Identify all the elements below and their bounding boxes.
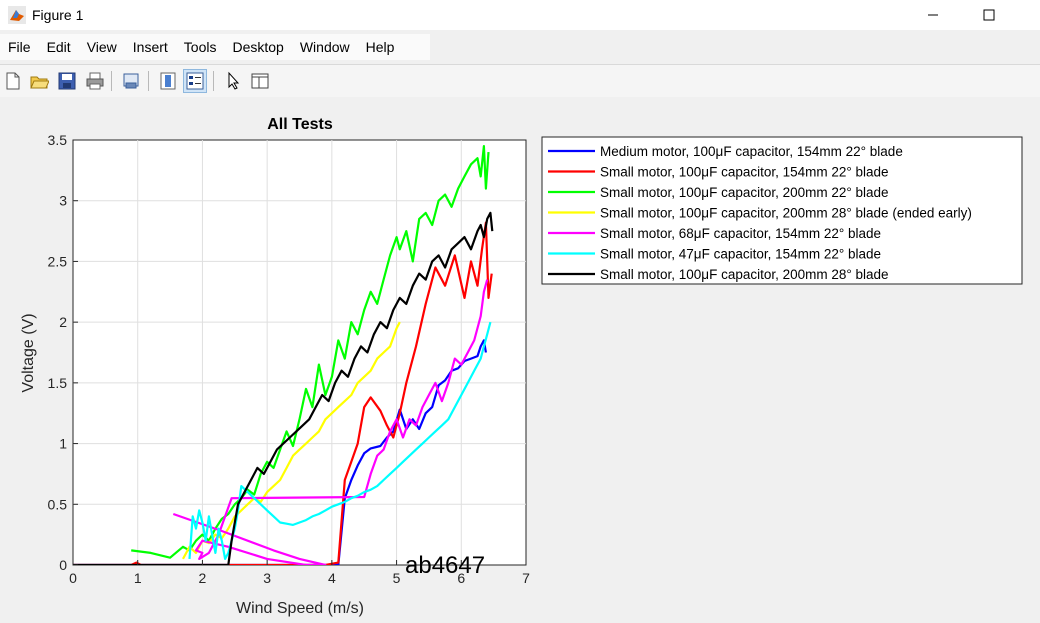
y-tick-label: 2 [59,314,67,330]
series-line-3[interactable] [182,321,401,560]
menu-view[interactable]: View [86,39,117,55]
y-tick-label: 0.5 [48,496,68,512]
property-inspector-icon [251,73,269,89]
link-plot-icon [123,73,139,89]
legend-entry: Small motor, 68μF capacitor, 154mm 22° b… [600,226,881,241]
chart-title: All Tests [267,116,333,133]
link-plot-button[interactable] [119,69,143,93]
legend-entry: Small motor, 100μF capacitor, 200mm 22° … [600,185,889,200]
colorbar-icon [160,72,176,90]
chart: 0 1 2 3 4 5 6 7 0 0.5 1 1.5 2 2.5 3 3.5 All Tests Wind … [20,116,1023,617]
watermark-annotation: ab4647 [405,552,485,579]
legend-box [541,136,1023,285]
menu-bar: File Edit View Insert Tools Desktop Wind… [0,34,430,60]
legend-entry: Small motor, 100μF capacitor, 200mm 28° … [600,206,972,221]
legend[interactable]: Medium motor, 100μF capacitor, 154mm 22°… [541,136,1023,285]
legend-entry: Medium motor, 100μF capacitor, 154mm 22°… [600,144,903,159]
figure-toolbar [0,64,1040,98]
y-tick-label: 0 [59,557,67,573]
print-button[interactable] [83,69,107,93]
minimize-icon [928,14,938,16]
minimize-button[interactable] [910,0,956,30]
toolbar-separator [213,71,214,91]
legend-entry: Small motor, 100μF capacitor, 200mm 28° … [600,267,889,282]
window-titlebar: Figure 1 [0,0,1040,30]
menu-help[interactable]: Help [365,39,395,55]
insert-legend-button[interactable] [183,69,207,93]
edit-plot-button[interactable] [221,69,245,93]
menu-edit[interactable]: Edit [46,39,71,55]
open-file-icon [30,76,49,89]
series-line-0[interactable] [73,339,487,565]
x-tick-label: 2 [199,570,207,586]
menu-insert[interactable]: Insert [132,39,168,55]
property-inspector-button[interactable] [248,69,272,93]
print-icon [86,72,104,90]
x-axis-label: Wind Speed (m/s) [236,600,364,617]
series-line-2[interactable] [131,144,490,559]
x-tick-label: 6 [457,570,465,586]
maximize-button[interactable] [966,0,1012,30]
legend-entry: Small motor, 100μF capacitor, 154mm 22° … [600,165,889,180]
maximize-icon [983,9,995,21]
new-figure-button[interactable] [1,69,25,93]
matlab-logo-icon [8,6,26,24]
save-button[interactable] [55,69,79,93]
y-tick-label: 1.5 [48,375,68,391]
toolbar-separator [111,71,112,91]
menu-file[interactable]: File [8,39,31,55]
menu-tools[interactable]: Tools [183,39,217,55]
y-tick-label: 2.5 [48,253,68,269]
grid-lines [73,140,526,565]
axes-background[interactable] [72,139,527,566]
menu-desktop[interactable]: Desktop [232,39,284,55]
y-tick-label: 3.5 [48,132,68,148]
series-line-6[interactable] [73,211,494,565]
legend-entry: Small motor, 47μF capacitor, 154mm 22° b… [600,247,881,262]
y-tick-label: 3 [59,193,67,209]
edit-plot-arrow-icon [228,71,240,90]
insert-colorbar-button[interactable] [156,69,180,93]
menu-window[interactable]: Window [299,39,350,55]
x-tick-label: 3 [263,570,271,586]
series-group [73,144,494,565]
x-tick-label: 4 [328,570,336,586]
legend-icon [186,72,204,90]
series-line-5[interactable] [188,321,492,560]
x-tick-label: 5 [393,570,401,586]
y-tick-label: 1 [59,436,67,452]
toolbar-separator [148,71,149,91]
window-title: Figure 1 [32,7,84,23]
x-tick-label: 1 [134,570,142,586]
tick-group: 0 1 2 3 4 5 6 7 0 0.5 1 1.5 2 2.5 3 3.5 [48,132,531,586]
x-tick-label: 7 [522,570,530,586]
y-axis-label: Voltage (V) [20,313,37,392]
x-tick-label: 0 [69,570,77,586]
open-file-button[interactable] [27,69,51,93]
new-figure-icon [6,72,20,90]
figure-canvas[interactable]: 0 1 2 3 4 5 6 7 0 0.5 1 1.5 2 2.5 3 3.5 All Tests Wind … [0,97,1040,618]
series-line-4[interactable] [172,279,489,565]
save-icon [58,72,76,90]
